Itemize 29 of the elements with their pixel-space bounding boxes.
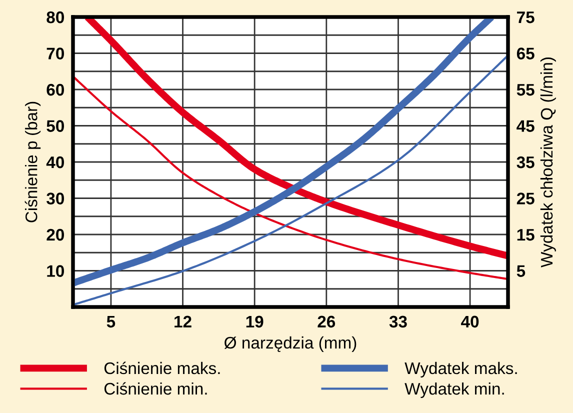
legend-label: Wydatek min. (404, 382, 504, 398)
y2-axis-title: Wydatek chłodziwa Q (l/min) (540, 58, 556, 268)
y2-tick-label: 75 (517, 12, 534, 24)
y2-tick-label: 25 (516, 192, 534, 204)
legend-label: Ciśnienie min. (104, 382, 207, 395)
y-tick-label: 80 (46, 11, 64, 24)
y2-tick-label: 5 (516, 265, 526, 277)
y-axis-title: Ciśnienie p (bar) (24, 102, 41, 222)
y-tick-label: 10 (47, 265, 64, 277)
x-tick-label: 26 (318, 316, 336, 328)
y-tick-label: 70 (46, 48, 64, 60)
y-tick-label: 20 (46, 228, 64, 241)
legend-label: Ciśnienie maks. (104, 362, 220, 374)
y-tick-label: 50 (46, 120, 64, 132)
x-tick-label: 33 (389, 316, 407, 328)
y2-tick-label: 35 (516, 156, 534, 168)
y-tick-label: 30 (46, 192, 64, 204)
y-tick-label: 40 (46, 156, 64, 168)
legend-label: Wydatek maks. (404, 362, 517, 378)
x-tick-label: 19 (246, 316, 264, 328)
x-tick-label: 12 (174, 316, 192, 328)
x-axis-title: Ø narzędzia (mm) (224, 336, 356, 352)
y2-tick-label: 65 (516, 48, 534, 60)
y-tick-label: 60 (46, 84, 64, 96)
y2-tick-label: 55 (516, 84, 534, 96)
x-tick-label: 5 (106, 316, 116, 328)
y2-tick-label: 45 (516, 120, 534, 132)
y2-tick-label: 15 (517, 229, 534, 241)
x-tick-label: 40 (461, 316, 479, 328)
